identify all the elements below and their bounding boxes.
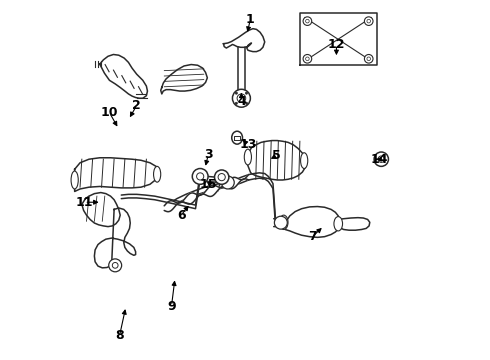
Ellipse shape <box>235 92 238 94</box>
Text: 2: 2 <box>132 99 141 112</box>
Ellipse shape <box>192 168 208 184</box>
Polygon shape <box>338 218 370 230</box>
Polygon shape <box>223 29 265 51</box>
Ellipse shape <box>334 217 343 231</box>
Ellipse shape <box>112 262 118 268</box>
Text: 1: 1 <box>246 13 255 26</box>
Polygon shape <box>164 175 248 212</box>
Ellipse shape <box>367 19 370 23</box>
Ellipse shape <box>367 57 370 60</box>
Ellipse shape <box>245 149 251 165</box>
Text: 14: 14 <box>371 153 388 166</box>
Ellipse shape <box>196 173 204 180</box>
Ellipse shape <box>221 176 234 189</box>
Text: 5: 5 <box>272 149 281 162</box>
Ellipse shape <box>306 57 309 60</box>
Polygon shape <box>82 193 120 226</box>
Text: 9: 9 <box>167 300 176 313</box>
Ellipse shape <box>245 92 247 94</box>
Text: 12: 12 <box>328 38 345 51</box>
Polygon shape <box>161 64 207 94</box>
Polygon shape <box>283 207 339 237</box>
Text: 13: 13 <box>239 138 257 151</box>
Ellipse shape <box>109 259 122 272</box>
Text: 3: 3 <box>204 148 213 161</box>
Polygon shape <box>74 158 158 192</box>
Ellipse shape <box>300 153 308 168</box>
Polygon shape <box>234 135 240 140</box>
Polygon shape <box>164 175 248 211</box>
Text: 4: 4 <box>237 95 246 108</box>
Text: 7: 7 <box>308 230 317 243</box>
Ellipse shape <box>232 131 243 144</box>
Polygon shape <box>245 140 306 180</box>
Text: 8: 8 <box>115 329 124 342</box>
Ellipse shape <box>215 170 229 184</box>
Ellipse shape <box>218 174 225 181</box>
Text: 11: 11 <box>75 196 93 209</box>
Ellipse shape <box>279 215 288 229</box>
Polygon shape <box>100 54 147 98</box>
Ellipse shape <box>71 171 78 189</box>
Ellipse shape <box>235 102 238 104</box>
Ellipse shape <box>237 94 245 103</box>
Ellipse shape <box>378 156 385 162</box>
Text: 15: 15 <box>199 178 217 191</box>
Polygon shape <box>95 208 136 268</box>
Text: 10: 10 <box>101 106 118 119</box>
Ellipse shape <box>365 17 373 26</box>
Ellipse shape <box>232 89 250 107</box>
Ellipse shape <box>303 17 312 26</box>
Polygon shape <box>299 13 377 65</box>
Ellipse shape <box>306 19 309 23</box>
Ellipse shape <box>245 102 247 104</box>
Polygon shape <box>248 173 275 226</box>
Ellipse shape <box>365 54 373 63</box>
Ellipse shape <box>153 166 161 182</box>
Text: 6: 6 <box>177 209 186 222</box>
Ellipse shape <box>374 152 389 166</box>
Ellipse shape <box>274 216 287 229</box>
Ellipse shape <box>303 54 312 63</box>
